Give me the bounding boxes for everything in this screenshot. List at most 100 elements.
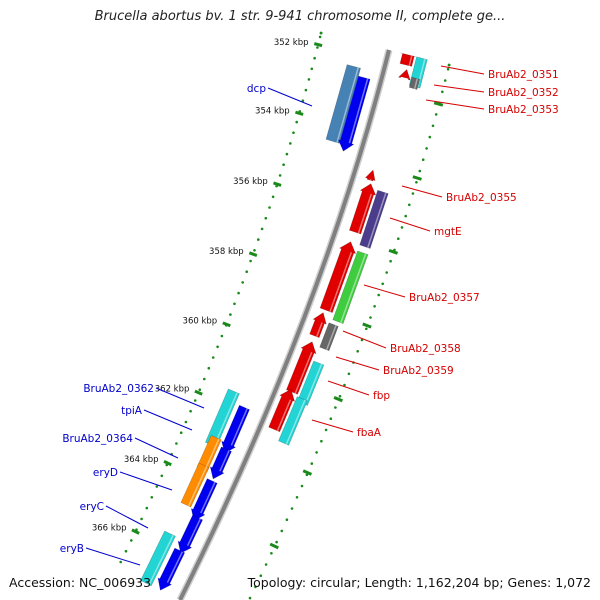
gene-label-left[interactable]: eryB [60, 543, 84, 555]
guide-dot [408, 203, 411, 207]
guide-dot [385, 271, 389, 274]
outer-tick-mark [269, 542, 279, 550]
gene-label-right[interactable]: BruAb2_0351 [488, 69, 559, 81]
guide-dot [160, 474, 164, 478]
guide-dot [130, 539, 133, 542]
guide-dot [150, 496, 154, 499]
gene-label-left[interactable]: BruAb2_0362 [83, 383, 154, 395]
tick-mark [273, 181, 282, 187]
feature-highlight [230, 408, 248, 446]
feature-eryd[interactable] [209, 446, 232, 480]
label-leader-line [143, 409, 193, 431]
guide-dot [264, 216, 268, 220]
feature-small-red[interactable] [364, 169, 376, 182]
feature-eryd-b[interactable] [180, 462, 210, 508]
gene-label-right[interactable]: BruAb2_0357 [409, 292, 480, 304]
guide-dot [193, 399, 197, 402]
guide-dot [285, 518, 289, 521]
feature-bruab2-0358[interactable] [309, 312, 327, 338]
tick-mark [163, 460, 172, 467]
label-leader-line [433, 84, 485, 93]
gene-label-right[interactable]: mgtE [434, 226, 462, 238]
feature-mgte[interactable] [359, 189, 389, 249]
gene-label-left[interactable]: eryD [93, 467, 118, 479]
guide-dot [431, 124, 435, 128]
feature-highlight [357, 193, 373, 234]
guide-dot [271, 195, 275, 199]
guide-dot [418, 169, 422, 173]
feature-highlight [329, 251, 353, 312]
tick-label: 364 kbp [124, 455, 159, 465]
guide-dot [316, 46, 319, 49]
label-leader-line [342, 330, 387, 349]
feature-bruab2-0362[interactable] [205, 388, 240, 448]
guide-dot [233, 302, 236, 306]
guide-dot [145, 506, 149, 510]
gene-label-right[interactable]: fbp [373, 390, 390, 402]
feature-tpia[interactable] [221, 404, 250, 454]
guide-dot [260, 227, 264, 231]
feature-highlight [285, 399, 306, 445]
label-leader-line [425, 99, 485, 110]
guide-dot [285, 152, 289, 156]
gene-label-left[interactable]: BruAb2_0364 [62, 433, 133, 445]
label-leader-line [155, 387, 205, 409]
guide-dot [315, 451, 318, 454]
gene-label-right[interactable]: BruAb2_0358 [390, 343, 461, 355]
feature-bruab2-0353[interactable] [408, 76, 421, 90]
gene-label-right[interactable]: fbaA [357, 427, 382, 439]
feature-eryb-b[interactable] [157, 547, 186, 591]
guide-dot [313, 56, 316, 60]
tick-mark [131, 528, 140, 535]
label-leader-line [105, 505, 149, 529]
feature-bruab2-0364[interactable] [196, 435, 222, 472]
feature-bruab2-0352[interactable] [397, 68, 411, 81]
feature-bruab2-0358b[interactable] [319, 322, 339, 352]
guide-dot [140, 517, 143, 521]
guide-dot [329, 417, 333, 421]
accession-text: Accession: NC_006933 [9, 575, 152, 590]
guide-dot [425, 147, 428, 150]
feature-fbaa-b[interactable] [278, 396, 308, 446]
topology-text: Topology: circular; Length: 1,162,204 bp… [247, 575, 591, 590]
label-leader-line [401, 185, 443, 198]
label-leader-line [267, 87, 313, 107]
guide-dot [253, 249, 256, 252]
feature-dcp[interactable] [325, 64, 361, 144]
gene-label-left[interactable]: dcp [247, 83, 266, 95]
gene-label-right[interactable]: BruAb2_0353 [488, 104, 559, 116]
gene-label-right[interactable]: BruAb2_0355 [446, 192, 517, 204]
feature-bruab2-0357[interactable] [319, 241, 357, 313]
guide-dot [310, 462, 314, 465]
feature-eryc-b[interactable] [177, 514, 204, 554]
tick-mark [222, 321, 231, 328]
feature-highlight [340, 253, 367, 323]
feature-highlight [408, 55, 413, 66]
feature-bruab2-0355[interactable] [349, 183, 377, 235]
guide-dot [292, 131, 295, 134]
gene-label-left[interactable]: eryC [80, 501, 104, 513]
gene-label-left[interactable]: tpiA [121, 405, 143, 417]
tick-mark [248, 251, 258, 257]
feature-bruab2-0357b[interactable] [332, 250, 369, 324]
guide-dot [319, 31, 323, 35]
gene-features [140, 52, 428, 591]
feature-bruab2-0359[interactable] [286, 341, 317, 395]
tick-label: 358 kbp [209, 247, 244, 257]
guide-dot [241, 281, 244, 284]
gene-label-right[interactable]: BruAb2_0359 [383, 365, 454, 377]
feature-eryb[interactable] [140, 530, 176, 587]
guide-dot [415, 181, 418, 184]
feature-highlight [276, 399, 292, 432]
feature-eryc[interactable] [190, 478, 218, 522]
gene-label-right[interactable]: BruAb2_0352 [488, 87, 559, 99]
axis-line [178, 49, 391, 600]
feature-bruab2-0351[interactable] [399, 52, 417, 67]
feature-fbaa[interactable] [268, 388, 296, 433]
guide-dot [264, 563, 268, 566]
guide-dot [259, 574, 263, 577]
feature-dcp-b[interactable] [337, 75, 371, 152]
inner-dots [119, 31, 323, 564]
feature-highlight [336, 67, 359, 143]
